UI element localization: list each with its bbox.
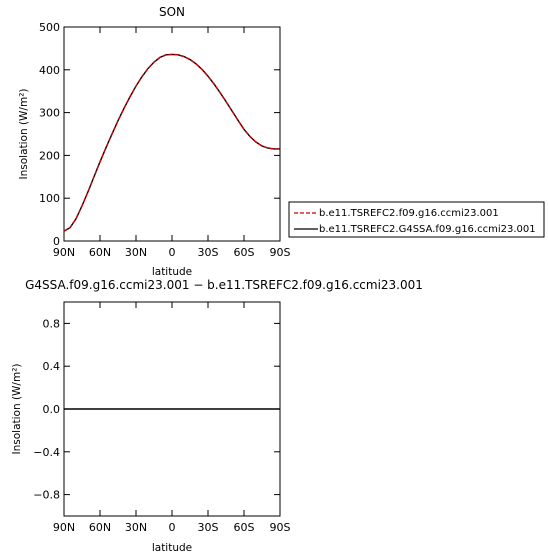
x-tick-label: 60S — [234, 246, 255, 259]
x-tick-label: 90S — [270, 521, 291, 534]
y-tick-label: 100 — [39, 192, 60, 205]
top-y-axis: 0 100 200 300 400 500 — [39, 21, 280, 248]
x-tick-label: 30N — [125, 246, 147, 259]
legend: b.e11.TSREFC2.f09.g16.ccmi23.001 b.e11.T… — [288, 201, 545, 238]
series-line-0 — [63, 53, 280, 232]
y-tick-label: 0.4 — [43, 360, 61, 373]
bottom-x-axis: 90N 60N 30N 0 30S 60S 90S — [53, 302, 291, 534]
y-tick-label: −0.4 — [33, 446, 60, 459]
y-tick-label: 0 — [53, 235, 60, 248]
top-panel: SON 0 100 200 300 400 500 90N 60N 30N 0 30S 60S 90S… — [18, 5, 291, 278]
bottom-x-axis-label: latitude — [152, 542, 192, 554]
x-tick-label: 60N — [89, 246, 111, 259]
bottom-y-axis-label: Insolation (W/m²) — [11, 364, 23, 455]
series-line-1 — [63, 53, 280, 232]
legend-label-g4ssa: b.e11.TSREFC2.G4SSA.f09.g16.ccmi23.001 — [319, 224, 536, 235]
top-title: SON — [159, 5, 185, 19]
top-x-axis: 90N 60N 30N 0 30S 60S 90S — [53, 27, 291, 259]
x-tick-label: 90N — [53, 521, 75, 534]
x-tick-label: 30N — [125, 521, 147, 534]
x-tick-label: 90N — [53, 246, 75, 259]
bottom-panel: G4SSA.f09.g16.ccmi23.001 − b.e11.TSREFC2… — [11, 278, 423, 554]
y-tick-label: 0.0 — [43, 403, 61, 416]
x-tick-label: 60N — [89, 521, 111, 534]
top-y-axis-label: Insolation (W/m²) — [18, 89, 30, 180]
bottom-y-axis: −0.8 −0.4 0.0 0.4 0.8 — [33, 317, 280, 502]
legend-box — [288, 201, 545, 238]
x-tick-label: 0 — [169, 246, 176, 259]
legend-label-ref: b.e11.TSREFC2.f09.g16.ccmi23.001 — [319, 208, 499, 219]
x-tick-label: 0 — [169, 521, 176, 534]
y-tick-label: 300 — [39, 107, 60, 120]
y-tick-label: 0.8 — [43, 317, 61, 330]
x-tick-label: 30S — [198, 246, 219, 259]
bottom-title: G4SSA.f09.g16.ccmi23.001 − b.e11.TSREFC2… — [25, 278, 423, 292]
top-series-lines — [63, 53, 280, 232]
y-tick-label: −0.8 — [33, 489, 60, 502]
x-tick-label: 90S — [270, 246, 291, 259]
x-tick-label: 30S — [198, 521, 219, 534]
y-tick-label: 500 — [39, 21, 60, 34]
y-tick-label: 400 — [39, 64, 60, 77]
x-tick-label: 60S — [234, 521, 255, 534]
y-tick-label: 200 — [39, 149, 60, 162]
top-x-axis-label: latitude — [152, 266, 192, 278]
